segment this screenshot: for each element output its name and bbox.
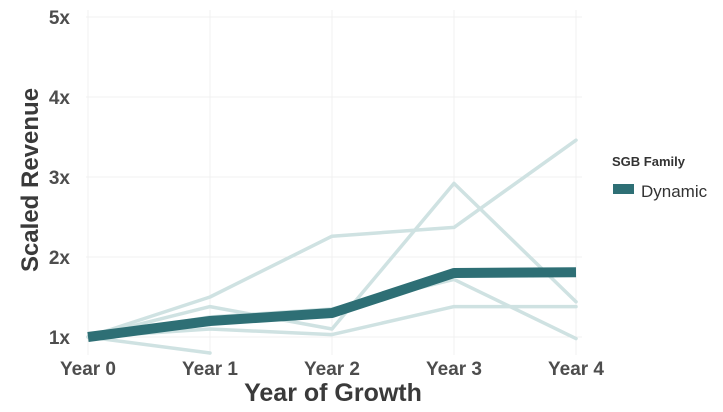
x-tick-label-3: Year 3 — [426, 359, 482, 380]
y-tick-label-2: 3x — [49, 168, 71, 189]
grid-lines — [86, 10, 582, 355]
background-series-line-4 — [86, 335, 212, 355]
x-tick-label-0: Year 0 — [60, 359, 116, 380]
y-tick-label-4: 5x — [49, 8, 71, 29]
series-line-dynamic — [87, 267, 577, 342]
background-series-line-3 — [86, 304, 578, 339]
y-axis-title: Scaled Revenue — [17, 88, 44, 272]
y-tick-label-1: 2x — [49, 248, 71, 269]
x-tick-label-2: Year 2 — [304, 359, 360, 380]
x-tick-labels: Year 0 Year 1 Year 2 Year 3 Year 4 — [60, 359, 604, 380]
x-tick-label-1: Year 1 — [182, 359, 238, 380]
legend: SGB Family Dynamic — [612, 154, 708, 201]
legend-label-dynamic: Dynamic — [641, 182, 708, 201]
main-series-lines — [87, 267, 577, 342]
y-tick-label-3: 4x — [49, 88, 71, 109]
background-series-line-1 — [86, 181, 578, 339]
legend-key-dynamic — [613, 184, 634, 194]
legend-title: SGB Family — [612, 154, 686, 169]
x-axis-title: Year of Growth — [244, 379, 422, 407]
y-tick-label-0: 1x — [49, 328, 71, 349]
x-tick-label-4: Year 4 — [548, 359, 604, 380]
y-tick-labels: 1x 2x 3x 4x 5x — [49, 8, 71, 349]
background-series-line-0 — [86, 138, 578, 339]
